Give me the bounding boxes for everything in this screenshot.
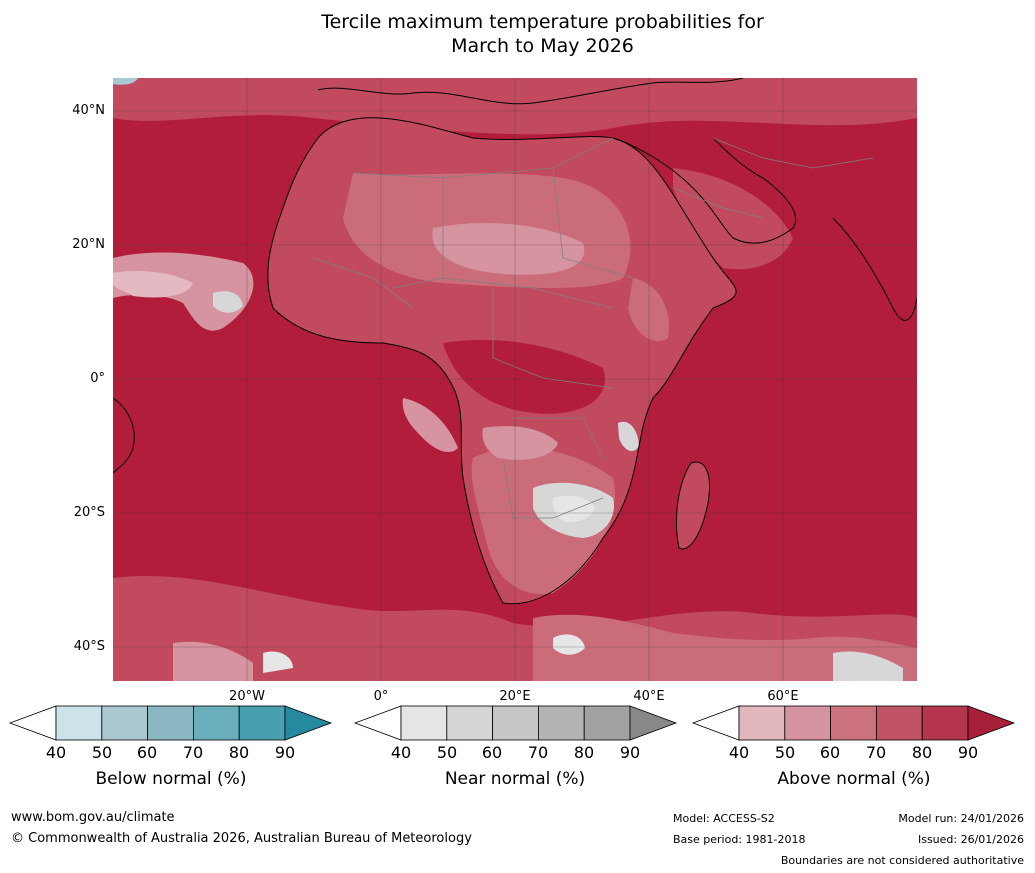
region-southern-grey-3 — [263, 651, 293, 673]
tick-label: 40 — [728, 743, 750, 762]
tick-label: 40 — [45, 743, 67, 762]
south-america-coastline — [113, 397, 135, 474]
footer-copyright: © Commonwealth of Australia 2026, Austra… — [11, 831, 472, 846]
legend-swatch — [583, 705, 631, 741]
tick-label: 70 — [527, 743, 549, 762]
legend-extend-high — [629, 705, 678, 741]
legend-title-above: Above normal (%) — [777, 769, 931, 789]
footer-issued: Issued: 26/01/2026 — [917, 833, 1024, 846]
legend-swatch — [537, 705, 585, 741]
tick-label: 50 — [436, 743, 458, 762]
tick-label: 60 — [819, 743, 841, 762]
tick-label: 70 — [182, 743, 204, 762]
legend-swatch — [784, 705, 832, 741]
tick-label: 50 — [91, 743, 113, 762]
region-atlantic-plume-core — [113, 271, 193, 298]
madagascar — [676, 462, 710, 549]
legend-swatch — [875, 705, 923, 741]
legend-title-below: Below normal (%) — [95, 769, 247, 789]
region-below-normal-patch — [113, 78, 138, 85]
probability-map — [113, 78, 917, 681]
legend-swatch — [192, 705, 240, 741]
chart-title: Tercile maximum temperature probabilitie… — [0, 10, 1035, 58]
legend-extend-low — [8, 705, 57, 741]
lon-label-0: 0° — [373, 689, 389, 704]
tick-label: 80 — [573, 743, 595, 762]
tick-label: 80 — [911, 743, 933, 762]
legend-swatch — [147, 705, 194, 741]
tick-label: 60 — [481, 743, 503, 762]
legend-extend-high — [967, 705, 1016, 741]
region-benguela-plume — [402, 398, 458, 453]
region-southern-grey-1 — [553, 634, 585, 655]
region-southern-grey-2 — [833, 651, 903, 681]
legend-swatch — [446, 705, 494, 741]
tick-label: 40 — [390, 743, 412, 762]
graticule — [113, 78, 917, 681]
region-sahara-core — [432, 223, 585, 275]
title-line-1: Tercile maximum temperature probabilitie… — [321, 11, 764, 33]
tick-label: 50 — [774, 743, 796, 762]
tick-label: 90 — [274, 743, 296, 762]
region-southern-ocean-light — [533, 614, 917, 681]
legend-swatch — [55, 705, 103, 741]
tick-label: 90 — [957, 743, 979, 762]
title-line-2: March to May 2026 — [451, 35, 634, 57]
legend-near-normal — [353, 705, 678, 741]
legend-below-normal — [8, 705, 333, 741]
india-coastline — [832, 217, 917, 321]
arabia-coastline — [612, 137, 797, 244]
tick-label: 80 — [228, 743, 250, 762]
lon-label-40e: 40°E — [633, 689, 665, 704]
tick-label: 90 — [619, 743, 641, 762]
lat-label-40s: 40°S — [73, 639, 105, 654]
legend-swatch — [400, 705, 448, 741]
legend-swatch — [238, 705, 286, 741]
legend-bar-near — [353, 705, 678, 741]
legend-bar-above — [691, 705, 1016, 741]
legend-above-normal — [691, 705, 1016, 741]
map-svg — [113, 78, 917, 681]
legend-swatch — [738, 705, 786, 741]
footer-url[interactable]: www.bom.gov.au/climate — [11, 810, 175, 825]
legend-extend-low — [353, 705, 402, 741]
lat-label-0: 0° — [90, 371, 105, 386]
region-atlantic-grey — [213, 291, 243, 313]
legend-extend-low — [691, 705, 740, 741]
footer-disclaimer: Boundaries are not considered authoritat… — [780, 854, 1024, 867]
region-near-normal-core — [552, 495, 595, 523]
region-southern-ocean-pink — [173, 641, 253, 681]
region-horn — [628, 278, 669, 342]
footer-model: Model: ACCESS-S2 — [673, 812, 775, 825]
region-india — [833, 218, 917, 338]
legend-swatch — [101, 705, 149, 741]
tick-label: 60 — [136, 743, 158, 762]
madagascar-coastline — [675, 461, 710, 550]
legend-extend-high — [284, 705, 333, 741]
lon-label-20w: 20°W — [229, 689, 265, 704]
legend-swatch — [830, 705, 877, 741]
country-borders — [312, 137, 874, 519]
legend-bar-below — [8, 705, 333, 741]
legend-title-near: Near normal (%) — [444, 769, 586, 789]
tick-label: 70 — [865, 743, 887, 762]
region-central-africa — [443, 339, 605, 414]
region-arabia — [673, 168, 793, 270]
footer-model-run: Model run: 24/01/2026 — [898, 812, 1024, 825]
lat-label-40n: 40°N — [72, 103, 105, 118]
legend-swatch — [492, 705, 539, 741]
region-east-africa-grey — [618, 421, 639, 452]
region-angola — [482, 426, 558, 460]
lat-label-20s: 20°S — [73, 505, 105, 520]
footer-base-period: Base period: 1981-2018 — [673, 833, 806, 846]
europe-coastline — [317, 78, 744, 105]
lat-label-20n: 20°N — [72, 237, 105, 252]
lon-label-20e: 20°E — [499, 689, 531, 704]
lon-label-60e: 60°E — [767, 689, 799, 704]
legend-swatch — [921, 705, 969, 741]
